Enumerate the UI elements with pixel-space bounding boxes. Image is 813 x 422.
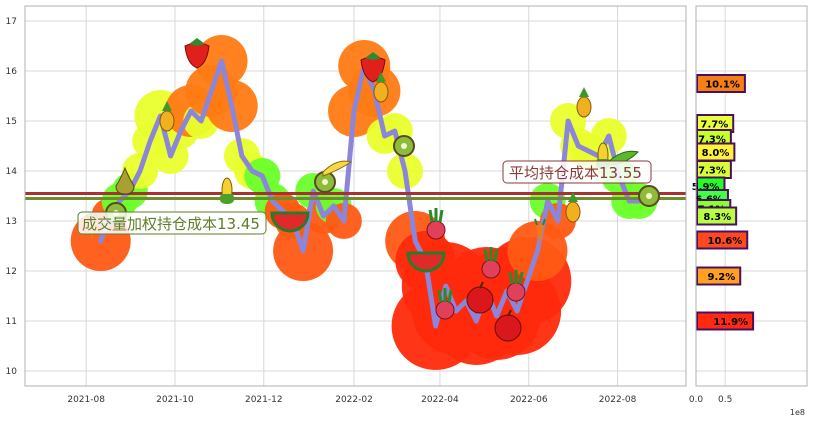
- radish-icon: [481, 247, 501, 279]
- y-tick-label: 12: [6, 267, 17, 277]
- side-x-tick-label: 0.5: [718, 395, 732, 405]
- x-tick-label: 2022-02: [335, 395, 373, 405]
- volume-bar-group: 8.3%: [696, 206, 738, 226]
- apple-icon: [466, 281, 494, 314]
- x-tick-label: 2021-12: [245, 395, 283, 405]
- volume-bar-group: 10.1%: [696, 74, 746, 93]
- volume-bar-group: 7.3%: [696, 160, 732, 179]
- volume-bar-group: 7.7%: [696, 114, 735, 133]
- volume-bar-label: 8.3%: [703, 212, 731, 223]
- y-tick-label: 11: [6, 317, 17, 327]
- side-x-tick-label: 0.0: [689, 395, 704, 405]
- volume-bar: [696, 230, 749, 250]
- radish-icon: [506, 270, 526, 302]
- avg-cost-annotation: 平均持仓成本13.55: [502, 160, 652, 184]
- volume-bar-group: 8.0%: [696, 142, 736, 162]
- volume-bar-label: 5.9%: [692, 182, 720, 193]
- volume-bar: [696, 311, 755, 331]
- y-tick-label: 17: [6, 17, 17, 27]
- plot-frame: [24, 5, 687, 387]
- avg-cost-label: 平均持仓成本13.55: [509, 164, 642, 182]
- annotation-box: [502, 160, 652, 184]
- annotation-box: [77, 211, 267, 235]
- kiwi-icon: [638, 185, 660, 207]
- pineapple-icon: [159, 101, 175, 132]
- apple-icon: [494, 309, 522, 342]
- x-tick-label: 2021-10: [156, 395, 194, 405]
- side-volume-chart: 0.00.51e810.1%7.7%7.3%8.0%7.3%5.9%6.6%7.…: [689, 5, 808, 417]
- banana-icon: [322, 160, 353, 177]
- pineapple-icon: [373, 72, 389, 103]
- x-tick-label: 2022-08: [599, 395, 637, 405]
- volume-bar-label: 7.3%: [698, 166, 726, 177]
- volume-bar: [696, 74, 746, 93]
- vwap-cost-label: 成交量加权持仓成本13.45: [82, 215, 260, 233]
- volume-bar-label: 9.2%: [707, 272, 735, 283]
- pineapple-icon: [576, 87, 592, 118]
- x-tick-label: 2022-06: [510, 395, 548, 405]
- volume-bar-label: 10.1%: [705, 80, 740, 91]
- kiwi-icon: [393, 135, 415, 157]
- volume-bar-group: 11.9%: [696, 311, 755, 331]
- strawberry-icon: [360, 52, 386, 83]
- pineapple-icon: [565, 192, 581, 223]
- pear-icon: [115, 166, 135, 195]
- volume-bar-label: 11.9%: [713, 317, 748, 328]
- watermelon-icon: [270, 211, 310, 233]
- volume-bar-label: 7.7%: [700, 120, 728, 131]
- strawberry-icon: [184, 38, 210, 69]
- side-plot-frame: [695, 5, 808, 387]
- volume-bar-label: 8.0%: [702, 148, 730, 159]
- radish-icon: [435, 288, 455, 320]
- radish-icon: [426, 208, 446, 240]
- volume-bar: [696, 206, 738, 226]
- y-tick-label: 16: [6, 67, 18, 77]
- volume-bar-label: 10.6%: [708, 236, 743, 247]
- x-tick-label: 2022-04: [421, 395, 459, 405]
- y-tick-label: 15: [6, 117, 17, 127]
- vwap-cost-annotation: 成交量加权持仓成本13.45: [77, 211, 267, 235]
- volume-bar-group: 9.2%: [696, 266, 742, 286]
- y-tick-label: 13: [6, 217, 17, 227]
- volume-bar: [696, 266, 742, 286]
- kiwi-icon: [314, 171, 336, 193]
- volume-bar-label: 7.3%: [698, 135, 726, 146]
- y-tick-label: 14: [6, 167, 18, 177]
- y-tick-label: 10: [6, 367, 18, 377]
- carrot-icon: [534, 218, 546, 245]
- volume-bar-group: 10.6%: [696, 230, 749, 250]
- x-tick-label: 2021-08: [67, 395, 105, 405]
- watermelon-icon: [406, 251, 446, 273]
- corn-icon: [219, 177, 235, 204]
- side-x-offset-label: 1e8: [790, 408, 805, 417]
- main-price-chart: 2021-08 2021-10 2021-12 2022-02 2022-04 2022-…: [6, 5, 687, 405]
